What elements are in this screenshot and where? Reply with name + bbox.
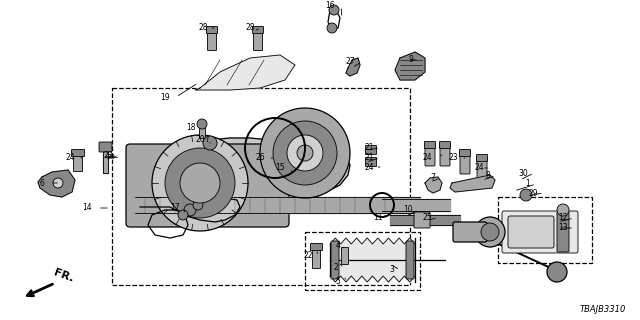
Text: 28: 28 [246, 23, 255, 33]
Circle shape [273, 121, 337, 185]
Text: 9: 9 [408, 55, 413, 65]
Text: 12: 12 [559, 213, 568, 222]
Text: 7: 7 [430, 173, 435, 182]
Text: FR.: FR. [52, 268, 75, 284]
Text: 25: 25 [422, 213, 432, 222]
FancyBboxPatch shape [312, 247, 321, 268]
Text: 8: 8 [485, 172, 490, 180]
FancyBboxPatch shape [440, 141, 451, 148]
FancyBboxPatch shape [460, 149, 470, 156]
Polygon shape [195, 55, 295, 90]
FancyBboxPatch shape [72, 149, 84, 156]
FancyBboxPatch shape [331, 241, 339, 279]
FancyBboxPatch shape [440, 144, 450, 166]
Text: 21: 21 [365, 154, 374, 163]
FancyBboxPatch shape [99, 142, 112, 152]
Text: 21: 21 [365, 143, 374, 153]
Text: 1: 1 [525, 180, 530, 188]
FancyBboxPatch shape [453, 222, 487, 242]
Circle shape [152, 135, 248, 231]
Text: 23: 23 [449, 154, 458, 163]
FancyBboxPatch shape [207, 27, 218, 34]
FancyBboxPatch shape [557, 212, 569, 252]
Text: 28: 28 [198, 23, 208, 33]
FancyBboxPatch shape [74, 153, 83, 172]
Text: 22: 22 [303, 252, 313, 260]
Text: 18: 18 [186, 124, 196, 132]
Polygon shape [346, 58, 360, 76]
Circle shape [184, 204, 196, 216]
FancyBboxPatch shape [365, 146, 376, 155]
Text: 3: 3 [389, 266, 394, 275]
Circle shape [193, 200, 203, 210]
Text: 20: 20 [195, 135, 205, 145]
Circle shape [297, 145, 313, 161]
Circle shape [520, 189, 532, 201]
Circle shape [260, 108, 350, 198]
Polygon shape [103, 148, 108, 173]
Text: 4: 4 [335, 242, 340, 251]
Text: 10: 10 [403, 205, 413, 214]
FancyBboxPatch shape [477, 157, 487, 179]
Text: 17: 17 [170, 204, 180, 212]
FancyBboxPatch shape [200, 125, 205, 139]
Text: 19: 19 [161, 92, 170, 101]
Text: 16: 16 [325, 2, 335, 11]
FancyBboxPatch shape [424, 141, 435, 148]
Text: 26: 26 [255, 154, 265, 163]
Circle shape [475, 217, 505, 247]
Text: 13: 13 [558, 223, 568, 233]
Text: 14: 14 [83, 204, 92, 212]
Text: 24: 24 [422, 153, 432, 162]
Text: 24: 24 [364, 163, 374, 172]
Text: 27: 27 [346, 58, 355, 67]
Polygon shape [138, 138, 350, 215]
Circle shape [557, 204, 569, 216]
Circle shape [287, 135, 323, 171]
FancyBboxPatch shape [253, 27, 264, 34]
FancyBboxPatch shape [207, 28, 216, 51]
Polygon shape [425, 177, 442, 193]
Circle shape [329, 5, 339, 15]
Circle shape [178, 210, 188, 220]
Text: 24: 24 [474, 164, 484, 172]
Circle shape [203, 136, 217, 150]
Circle shape [180, 163, 220, 203]
Text: 6: 6 [39, 179, 44, 188]
FancyBboxPatch shape [406, 241, 414, 279]
FancyBboxPatch shape [502, 211, 578, 253]
Text: 11: 11 [374, 212, 383, 221]
Text: 23: 23 [104, 151, 113, 161]
Circle shape [481, 223, 499, 241]
FancyBboxPatch shape [365, 157, 376, 166]
FancyBboxPatch shape [460, 152, 470, 174]
Circle shape [53, 178, 63, 188]
Text: 15: 15 [275, 164, 285, 172]
Circle shape [197, 119, 207, 129]
Text: TBAJB3310: TBAJB3310 [580, 305, 626, 314]
Polygon shape [38, 170, 75, 197]
FancyBboxPatch shape [342, 247, 349, 265]
FancyBboxPatch shape [477, 155, 488, 162]
Circle shape [165, 148, 235, 218]
Text: 23: 23 [107, 154, 116, 160]
FancyBboxPatch shape [414, 212, 430, 228]
FancyBboxPatch shape [425, 144, 435, 166]
Text: 2: 2 [333, 263, 338, 273]
Text: 24: 24 [65, 154, 75, 163]
Polygon shape [395, 52, 425, 80]
FancyBboxPatch shape [310, 244, 323, 251]
FancyBboxPatch shape [253, 28, 262, 51]
FancyBboxPatch shape [508, 216, 554, 248]
Circle shape [547, 262, 567, 282]
Circle shape [327, 23, 337, 33]
Text: 30: 30 [518, 169, 528, 178]
Text: 5: 5 [335, 277, 340, 286]
Polygon shape [450, 175, 495, 192]
Text: 29: 29 [529, 188, 538, 197]
FancyBboxPatch shape [126, 144, 289, 227]
